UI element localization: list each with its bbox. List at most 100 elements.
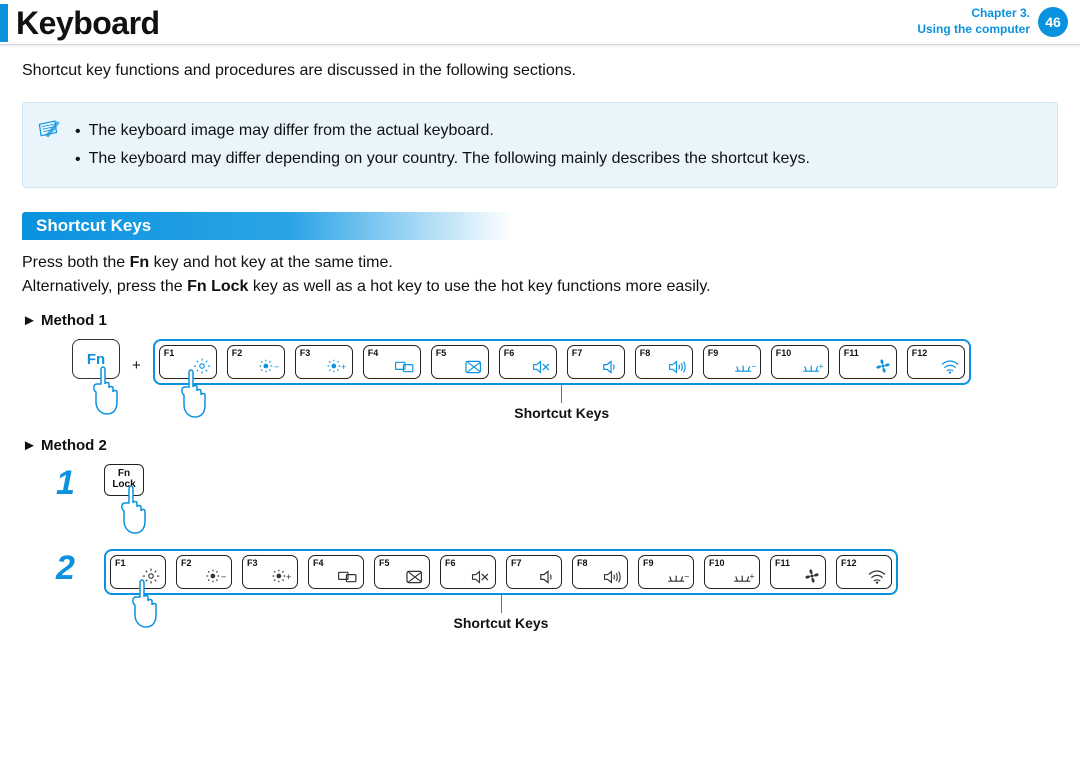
- fkey-label: F1: [164, 348, 175, 358]
- fkey-f7: F7: [567, 345, 625, 379]
- fkey-f9: F9 −: [703, 345, 761, 379]
- note-text-1: The keyboard image may differ from the a…: [89, 117, 494, 145]
- fkey-label: F9: [643, 558, 654, 568]
- fkey-f5: F5: [431, 345, 489, 379]
- alt-bold: Fn Lock: [187, 278, 248, 295]
- bullet-icon: •: [75, 118, 81, 145]
- fnlock-line1: Fn: [105, 468, 143, 479]
- fkey-label: F5: [436, 348, 447, 358]
- alt-instruction: Alternatively, press the Fn Lock key as …: [22, 278, 1058, 296]
- shortcut-keys-caption-1: Shortcut Keys: [153, 405, 971, 421]
- method2-step1: 1 Fn Lock: [56, 464, 1058, 503]
- fkey-f3: F3 +: [242, 555, 298, 589]
- fkey-f8: F8: [572, 555, 628, 589]
- fkey-label: F2: [181, 558, 192, 568]
- svg-text:+: +: [341, 361, 347, 372]
- svg-text:+: +: [749, 572, 754, 582]
- intro-text: Shortcut key functions and procedures ar…: [22, 62, 1058, 80]
- fn-key: Fn: [72, 339, 120, 379]
- fn-key-label: Fn: [87, 351, 105, 368]
- fkey-label: F11: [775, 558, 790, 568]
- method2-step2: 2 F1 F2 − F3 + F4 F5 F6 F7 F8 F9 − F10 + F11 F12 Shortc…: [56, 549, 1058, 631]
- fkey-f12: F12: [836, 555, 892, 589]
- chapter-sub: Using the computer: [917, 22, 1030, 38]
- note-box: • The keyboard image may differ from the…: [22, 102, 1058, 188]
- svg-text:+: +: [818, 362, 823, 372]
- shortcut-keys-row-2: F1 F2 − F3 + F4 F5 F6 F7 F8 F9 − F10 + F11 F12: [104, 549, 898, 595]
- fkey-f10: F10 +: [771, 345, 829, 379]
- fkey-label: F5: [379, 558, 390, 568]
- fkey-label: F8: [640, 348, 651, 358]
- chapter-text: Chapter 3. Using the computer: [917, 6, 1030, 37]
- note-text-2: The keyboard may differ depending on you…: [89, 145, 810, 173]
- step-number-2: 2: [56, 549, 86, 588]
- fkey-f6: F6: [440, 555, 496, 589]
- fkey-label: F4: [368, 348, 379, 358]
- fkey-f7: F7: [506, 555, 562, 589]
- shortcut-keys-row-1: F1 F2 − F3 + F4 F5 F6 F7 F8 F9 − F10 + F11 F12: [153, 339, 971, 385]
- fkey-f12: F12: [907, 345, 965, 379]
- fkey-label: F4: [313, 558, 324, 568]
- fkey-label: F6: [445, 558, 456, 568]
- fkey-label: F12: [841, 558, 857, 568]
- press-bold: Fn: [130, 254, 150, 271]
- fkey-f2: F2 −: [176, 555, 232, 589]
- method1-label: ► Method 1: [22, 312, 1058, 329]
- method1-row: Fn + F1 F2 − F3 + F4 F5 F6 F7 F8 F9 − F10 + F11 F12 Sho…: [72, 339, 1058, 421]
- press-pre: Press both the: [22, 254, 130, 271]
- svg-text:−: −: [751, 362, 756, 372]
- press-post: key and hot key at the same time.: [149, 254, 393, 271]
- chapter-block: Chapter 3. Using the computer 46: [917, 6, 1068, 37]
- fkey-label: F7: [572, 348, 583, 358]
- note-icon: [37, 119, 63, 141]
- page-header: Keyboard Chapter 3. Using the computer 4…: [0, 0, 1080, 42]
- fkey-f8: F8: [635, 345, 693, 379]
- fnlock-key: Fn Lock: [104, 464, 144, 496]
- bullet-icon: •: [75, 146, 81, 173]
- fkey-label: F10: [776, 348, 792, 358]
- svg-text:−: −: [684, 572, 689, 582]
- svg-text:−: −: [273, 361, 279, 372]
- alt-post: key as well as a hot key to use the hot …: [248, 278, 710, 295]
- chapter-label: Chapter 3.: [917, 6, 1030, 22]
- plus-symbol: +: [132, 357, 141, 374]
- caption-connector-2: Shortcut Keys: [104, 595, 898, 631]
- step-number-1: 1: [56, 464, 86, 503]
- fkey-f2: F2 −: [227, 345, 285, 379]
- note-bullet-2: • The keyboard may differ depending on y…: [75, 145, 1039, 173]
- fkey-label: F3: [247, 558, 258, 568]
- fkey-f3: F3 +: [295, 345, 353, 379]
- svg-text:−: −: [221, 571, 227, 582]
- fkey-label: F3: [300, 348, 311, 358]
- fkey-f5: F5: [374, 555, 430, 589]
- fkey-f4: F4: [363, 345, 421, 379]
- section-heading: Shortcut Keys: [22, 212, 512, 240]
- title-accent-bar: [0, 4, 8, 42]
- fkey-f6: F6: [499, 345, 557, 379]
- fkey-label: F8: [577, 558, 588, 568]
- fkey-label: F2: [232, 348, 243, 358]
- fkey-label: F10: [709, 558, 725, 568]
- svg-text:+: +: [286, 571, 292, 582]
- fkey-label: F11: [844, 348, 859, 358]
- title-wrap: Keyboard: [0, 4, 160, 42]
- caption-connector: Shortcut Keys: [153, 385, 971, 421]
- fkey-label: F7: [511, 558, 522, 568]
- fkey-f4: F4: [308, 555, 364, 589]
- fkey-label: F6: [504, 348, 515, 358]
- content-area: Shortcut key functions and procedures ar…: [0, 50, 1080, 643]
- fkey-label: F9: [708, 348, 719, 358]
- hand-icon: [115, 481, 155, 536]
- page-number-badge: 46: [1038, 7, 1068, 37]
- hand-icon: [175, 365, 215, 420]
- fkey-f11: F11: [839, 345, 897, 379]
- page-title: Keyboard: [16, 5, 160, 42]
- alt-pre: Alternatively, press the: [22, 278, 187, 295]
- fkey-label: F12: [912, 348, 928, 358]
- method2-label: ► Method 2: [22, 437, 1058, 454]
- fkey-f9: F9 −: [638, 555, 694, 589]
- hand-icon: [126, 575, 166, 630]
- fkey-label: F1: [115, 558, 126, 568]
- note-bullet-1: • The keyboard image may differ from the…: [75, 117, 1039, 145]
- press-instruction: Press both the Fn key and hot key at the…: [22, 254, 1058, 272]
